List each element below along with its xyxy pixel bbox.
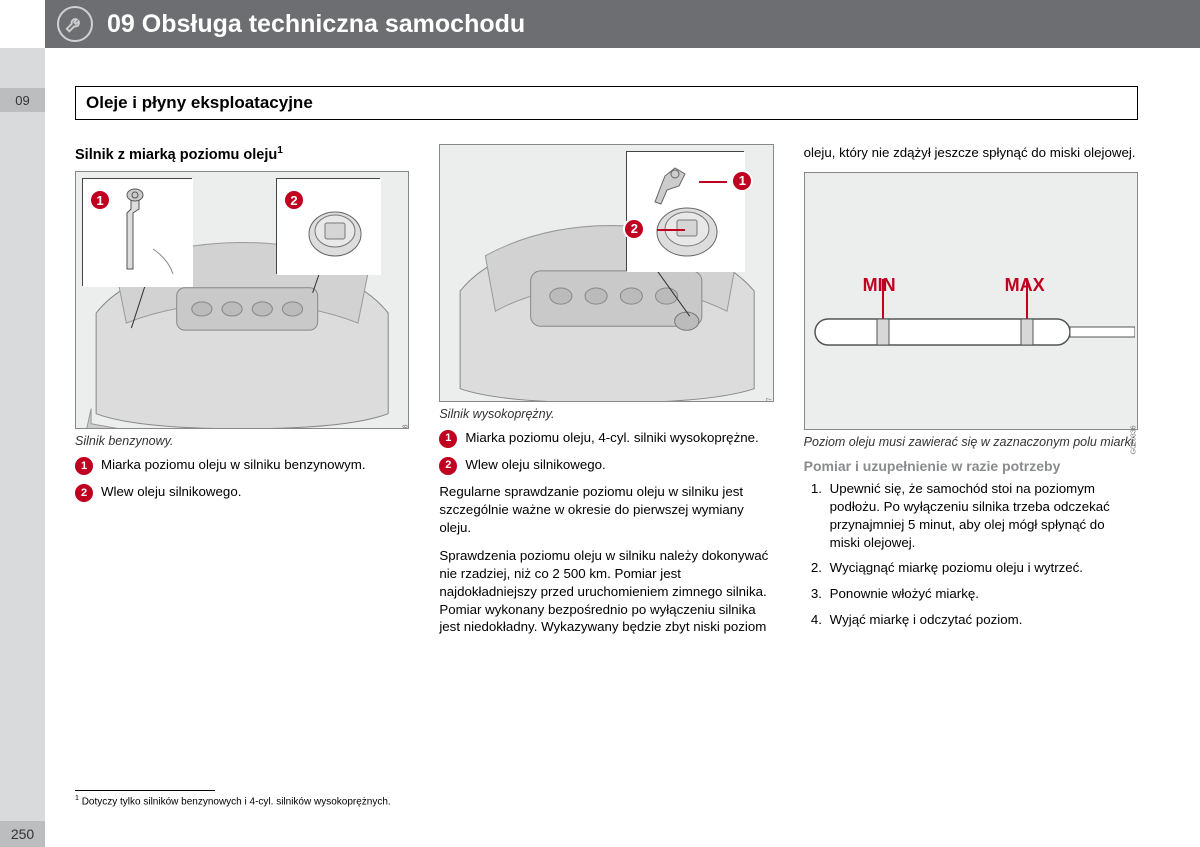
figure-id-3: G020336 (1130, 425, 1139, 454)
footnote-text: Dotyczy tylko silników benzynowych i 4-c… (82, 796, 391, 807)
paragraph-continuation: oleju, który nie zdążył jeszcze spłynąć … (804, 144, 1138, 162)
wrench-icon (57, 6, 93, 42)
diesel-cap-detail-icon (627, 152, 745, 272)
page-number-text: 250 (11, 826, 34, 842)
steps-list: Upewnić się, że samochód stoi na pozio­m… (804, 480, 1138, 630)
figure-caption-3: Poziom oleju musi zawierać się w zaznacz… (804, 434, 1138, 451)
legend-list-2: 1 Miarka poziomu oleju, 4-cyl. silniki w… (439, 429, 773, 475)
col1-subhead: Silnik z miarką poziomu oleju1 (75, 144, 409, 165)
badge-2-text: 2 (290, 192, 297, 210)
paragraph: Sprawdzenia poziomu oleju w silniku nale… (439, 547, 773, 637)
column-1: Silnik z miarką poziomu oleju1 (75, 144, 409, 646)
list-badge: 2 (439, 457, 457, 475)
engine-figure-2: 1 2 G044517 (439, 144, 773, 402)
step-item: Upewnić się, że samochód stoi na pozio­m… (826, 480, 1138, 552)
badge-3-text: 1 (739, 172, 746, 190)
list-item: 2 Wlew oleju silnikowego. (439, 456, 773, 475)
figure-id-2: G044517 (765, 397, 773, 402)
dipstick-figure: MIN MAX G020336 (804, 172, 1138, 430)
chapter-title: 09 Obsługa techniczna samochodu (107, 10, 525, 39)
badge-4-text: 2 (631, 220, 638, 238)
figure-id-1: G045538 (401, 424, 409, 429)
column-2: 1 2 G044517 Silnik wysokoprężny. 1 Miark… (439, 144, 773, 646)
figure-caption-2: Silnik wysokoprężny. (439, 406, 773, 423)
list-badge: 1 (75, 457, 93, 475)
callout-box-2: 2 (276, 178, 380, 274)
list-item: 2 Wlew oleju silnikowego. (75, 483, 409, 502)
footnote-marker: 1 (75, 795, 79, 802)
step-item: Wyjąć miarkę i odczytać poziom. (826, 611, 1138, 629)
list-badge: 2 (75, 484, 93, 502)
callout-box-3: 1 2 (626, 151, 744, 271)
legend-list-1: 1 Miarka poziomu oleju w silniku benzyno… (75, 456, 409, 502)
badge-1-text: 1 (96, 192, 103, 210)
left-margin (0, 48, 45, 847)
dipstick-illustration (805, 279, 1135, 369)
page-number: 250 (0, 821, 45, 847)
col1-subhead-text: Silnik z miarką poziomu oleju (75, 147, 277, 163)
section-title-text: Oleje i płyny eksploatacyjne (86, 93, 313, 112)
col3-subhead: Pomiar i uzupełnienie w razie potrzeby (804, 457, 1138, 476)
chapter-header: 09 Obsługa techniczna samochodu (45, 0, 1200, 48)
list-item: 1 Miarka poziomu oleju w silniku benzyno… (75, 456, 409, 475)
chapter-tab: 09 (0, 88, 45, 112)
list-text: Miarka poziomu oleju w silniku benzyno­w… (101, 456, 366, 475)
engine-figure-1: 1 2 G045538 (75, 171, 409, 429)
step-item: Wyciągnąć miarkę poziomu oleju i wytrzeć… (826, 559, 1138, 577)
paragraph: Regularne sprawdzanie poziomu oleju w si… (439, 483, 773, 537)
callout-box-1: 1 (82, 178, 192, 286)
chapter-tab-label: 09 (15, 93, 29, 108)
list-text: Wlew oleju silnikowego. (465, 456, 605, 475)
column-3: oleju, który nie zdążył jeszcze spłynąć … (804, 144, 1138, 646)
list-item: 1 Miarka poziomu oleju, 4-cyl. silniki w… (439, 429, 773, 448)
list-text: Wlew oleju silnikowego. (101, 483, 241, 502)
footnote-rule (75, 790, 215, 791)
list-badge: 1 (439, 430, 457, 448)
section-title: Oleje i płyny eksploatacyjne (75, 86, 1138, 120)
col1-subhead-sup: 1 (277, 145, 283, 156)
step-item: Ponownie włożyć miarkę. (826, 585, 1138, 603)
list-text: Miarka poziomu oleju, 4-cyl. silniki wys… (465, 429, 758, 448)
footnote: 1 Dotyczy tylko silników benzynowych i 4… (75, 790, 1138, 807)
figure-caption-1: Silnik benzynowy. (75, 433, 409, 450)
content-columns: Silnik z miarką poziomu oleju1 (75, 144, 1138, 646)
